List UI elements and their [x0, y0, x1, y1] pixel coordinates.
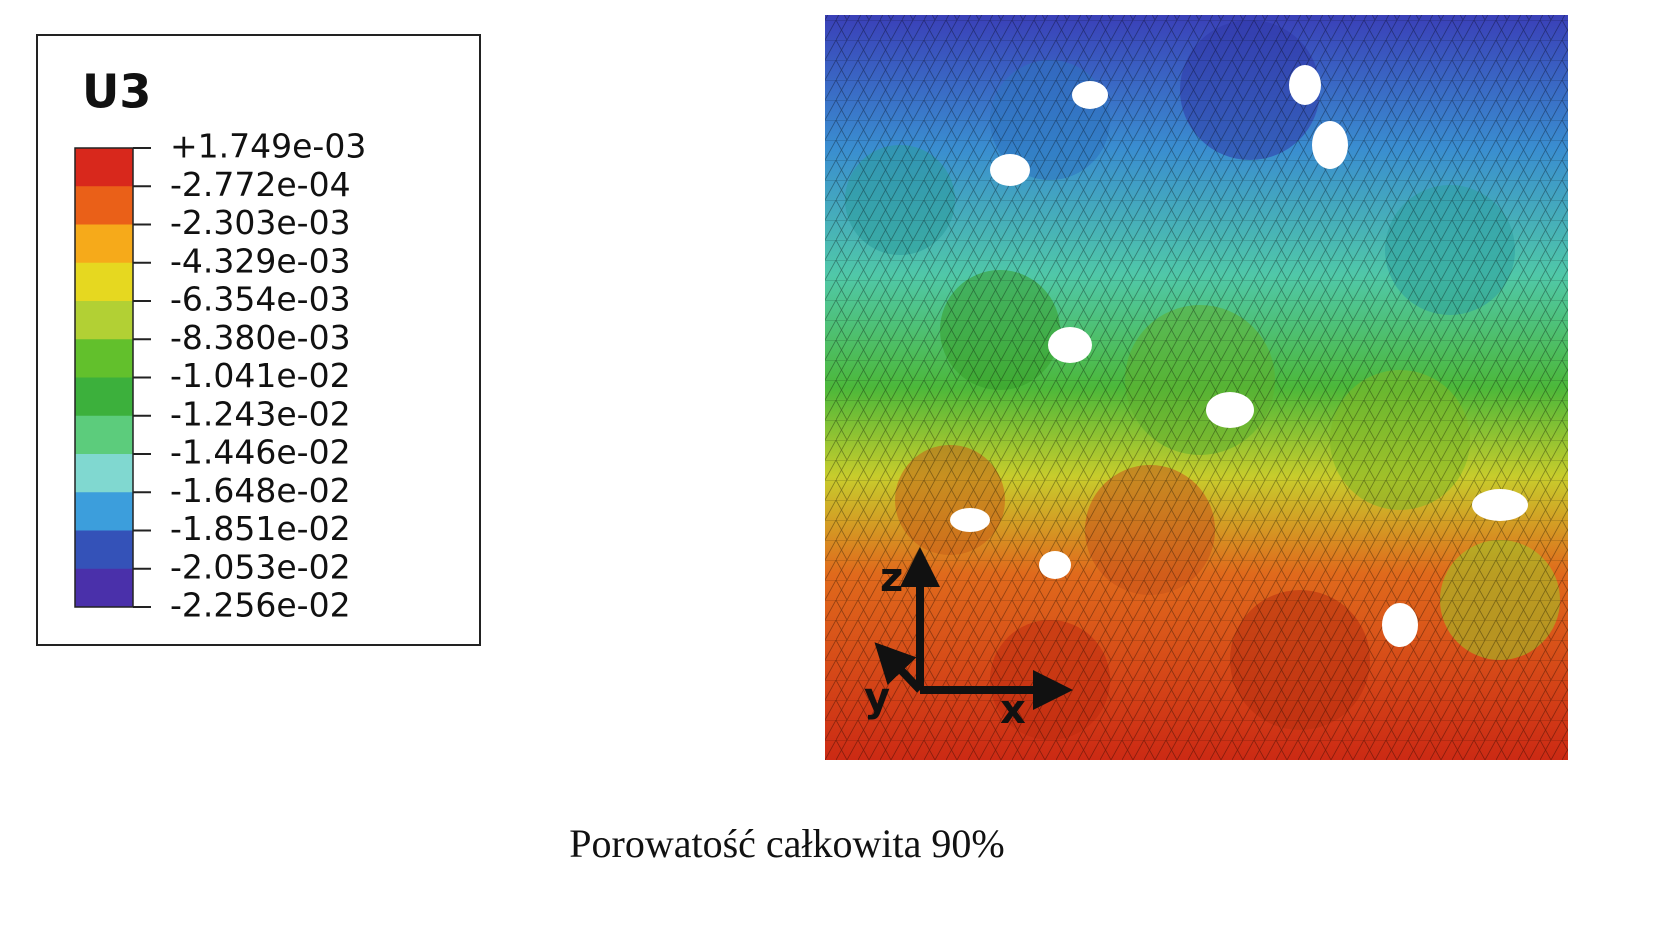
legend-label: -1.851e-02 — [170, 509, 351, 548]
legend-label: -4.329e-03 — [170, 241, 351, 280]
color-bar — [75, 148, 133, 608]
axis-label-z: z — [880, 555, 903, 601]
legend-label: -8.380e-03 — [170, 318, 351, 357]
color-band — [75, 263, 133, 302]
mesh-lines — [825, 15, 1568, 760]
color-band — [75, 378, 133, 417]
caption: Porowatość całkowita 90% — [569, 821, 1004, 866]
color-band — [75, 339, 133, 378]
color-band — [75, 301, 133, 340]
legend-label: -6.354e-03 — [170, 280, 351, 319]
color-band — [75, 569, 133, 608]
legend-label: -1.243e-02 — [170, 394, 351, 433]
color-band — [75, 454, 133, 493]
color-band — [75, 416, 133, 455]
color-band — [75, 186, 133, 225]
color-band — [75, 531, 133, 570]
legend-label: -2.772e-04 — [170, 165, 351, 204]
legend-title: U3 — [82, 65, 151, 119]
page: {"legend": {"title": "U3", "labels": ["+… — [0, 0, 1675, 929]
color-band — [75, 148, 133, 187]
legend: U3 +1.749e-03-2.772e-04-2.303e-03-4.329e… — [37, 35, 480, 645]
legend-label: -1.041e-02 — [170, 356, 351, 395]
figure: U3 +1.749e-03-2.772e-04-2.303e-03-4.329e… — [0, 0, 1675, 929]
axis-label-y: y — [864, 675, 890, 721]
legend-label: -2.256e-02 — [170, 586, 351, 625]
simulation-image: z y x — [825, 15, 1568, 760]
legend-label: -1.648e-02 — [170, 471, 351, 510]
color-band — [75, 492, 133, 531]
axis-label-x: x — [1000, 687, 1026, 733]
legend-label: -2.053e-02 — [170, 547, 351, 586]
legend-label: -2.303e-03 — [170, 203, 351, 242]
color-band — [75, 225, 133, 264]
legend-label: +1.749e-03 — [170, 127, 366, 166]
legend-label: -1.446e-02 — [170, 433, 351, 472]
